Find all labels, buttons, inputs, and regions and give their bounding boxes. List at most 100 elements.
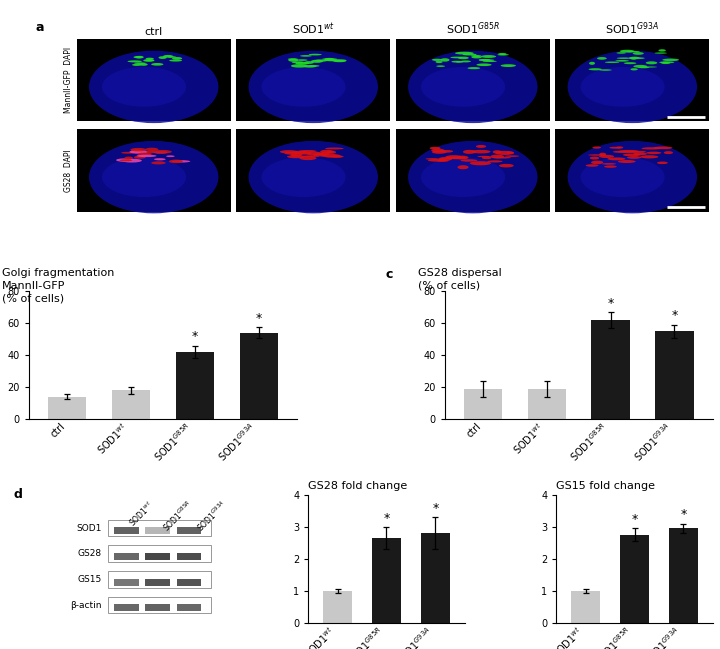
Ellipse shape — [448, 156, 466, 159]
Ellipse shape — [629, 56, 639, 59]
Ellipse shape — [585, 164, 598, 167]
Ellipse shape — [445, 155, 462, 159]
Text: *: * — [192, 330, 198, 343]
FancyBboxPatch shape — [77, 39, 230, 121]
Ellipse shape — [146, 151, 155, 153]
Bar — [323, 591, 352, 623]
Ellipse shape — [133, 56, 143, 58]
Ellipse shape — [626, 51, 640, 53]
FancyBboxPatch shape — [77, 129, 230, 212]
Ellipse shape — [659, 62, 674, 64]
Text: c: c — [385, 268, 393, 281]
Ellipse shape — [421, 67, 505, 107]
Ellipse shape — [490, 154, 504, 158]
FancyBboxPatch shape — [177, 578, 202, 585]
Ellipse shape — [304, 61, 314, 64]
Ellipse shape — [89, 51, 218, 123]
Bar — [591, 320, 630, 419]
Bar — [420, 533, 450, 623]
Ellipse shape — [172, 160, 190, 162]
FancyBboxPatch shape — [177, 527, 202, 534]
Ellipse shape — [495, 151, 514, 155]
Ellipse shape — [166, 155, 175, 157]
Text: *: * — [608, 297, 613, 310]
FancyBboxPatch shape — [236, 39, 390, 121]
FancyBboxPatch shape — [114, 578, 138, 585]
Ellipse shape — [130, 148, 146, 151]
Ellipse shape — [302, 155, 319, 157]
FancyBboxPatch shape — [145, 578, 170, 585]
Ellipse shape — [472, 150, 490, 153]
Ellipse shape — [325, 156, 344, 158]
Ellipse shape — [623, 154, 641, 156]
Ellipse shape — [408, 141, 538, 214]
Ellipse shape — [593, 147, 601, 149]
Ellipse shape — [248, 141, 378, 214]
Ellipse shape — [295, 62, 309, 65]
Ellipse shape — [599, 69, 612, 71]
Ellipse shape — [102, 67, 186, 107]
Ellipse shape — [130, 150, 148, 154]
Text: ctrl: ctrl — [145, 27, 163, 37]
Ellipse shape — [506, 152, 514, 154]
Ellipse shape — [421, 157, 505, 197]
FancyBboxPatch shape — [145, 553, 170, 560]
Ellipse shape — [590, 156, 599, 160]
Ellipse shape — [331, 155, 343, 158]
Ellipse shape — [280, 150, 298, 153]
Ellipse shape — [309, 54, 322, 55]
Ellipse shape — [605, 62, 619, 63]
Bar — [372, 538, 401, 623]
Ellipse shape — [602, 163, 616, 165]
Ellipse shape — [131, 149, 142, 153]
Ellipse shape — [620, 50, 634, 53]
Text: GS15 fold change: GS15 fold change — [557, 481, 655, 491]
Ellipse shape — [438, 157, 452, 161]
FancyBboxPatch shape — [114, 553, 138, 560]
Ellipse shape — [588, 68, 602, 70]
Ellipse shape — [145, 148, 158, 151]
Ellipse shape — [633, 52, 644, 55]
Ellipse shape — [567, 51, 697, 123]
Ellipse shape — [153, 151, 168, 154]
Ellipse shape — [457, 165, 469, 169]
Ellipse shape — [467, 67, 480, 69]
Ellipse shape — [169, 60, 182, 62]
Ellipse shape — [479, 59, 494, 61]
Text: β-actin: β-actin — [71, 600, 102, 609]
Ellipse shape — [172, 57, 182, 60]
Text: SOD1$^{G93A}$: SOD1$^{G93A}$ — [606, 21, 660, 37]
Text: *: * — [383, 511, 390, 524]
Ellipse shape — [300, 156, 317, 160]
Text: GS28: GS28 — [78, 549, 102, 558]
Ellipse shape — [296, 59, 307, 61]
Ellipse shape — [135, 56, 144, 58]
Ellipse shape — [306, 152, 323, 156]
Text: MannII-GFP: MannII-GFP — [2, 281, 66, 291]
Text: *: * — [256, 312, 262, 324]
Text: *: * — [671, 310, 678, 323]
Ellipse shape — [469, 161, 491, 165]
Ellipse shape — [661, 62, 670, 64]
Ellipse shape — [303, 65, 316, 67]
Ellipse shape — [664, 151, 673, 154]
Ellipse shape — [482, 60, 497, 62]
Ellipse shape — [482, 156, 492, 159]
Ellipse shape — [325, 58, 334, 61]
Ellipse shape — [432, 58, 442, 61]
Bar — [528, 389, 566, 419]
Ellipse shape — [127, 60, 142, 62]
Text: SOD1$^{G93A}$: SOD1$^{G93A}$ — [194, 498, 230, 534]
Ellipse shape — [608, 158, 626, 160]
Ellipse shape — [299, 150, 317, 153]
Text: MannII-GFP  DAPI: MannII-GFP DAPI — [64, 47, 73, 114]
Ellipse shape — [654, 53, 667, 54]
Ellipse shape — [154, 158, 166, 160]
Ellipse shape — [629, 57, 645, 59]
Ellipse shape — [477, 156, 490, 157]
Ellipse shape — [432, 151, 446, 154]
FancyBboxPatch shape — [145, 527, 170, 534]
Text: a: a — [36, 21, 44, 34]
Ellipse shape — [481, 55, 496, 58]
Text: GS15: GS15 — [78, 575, 102, 584]
